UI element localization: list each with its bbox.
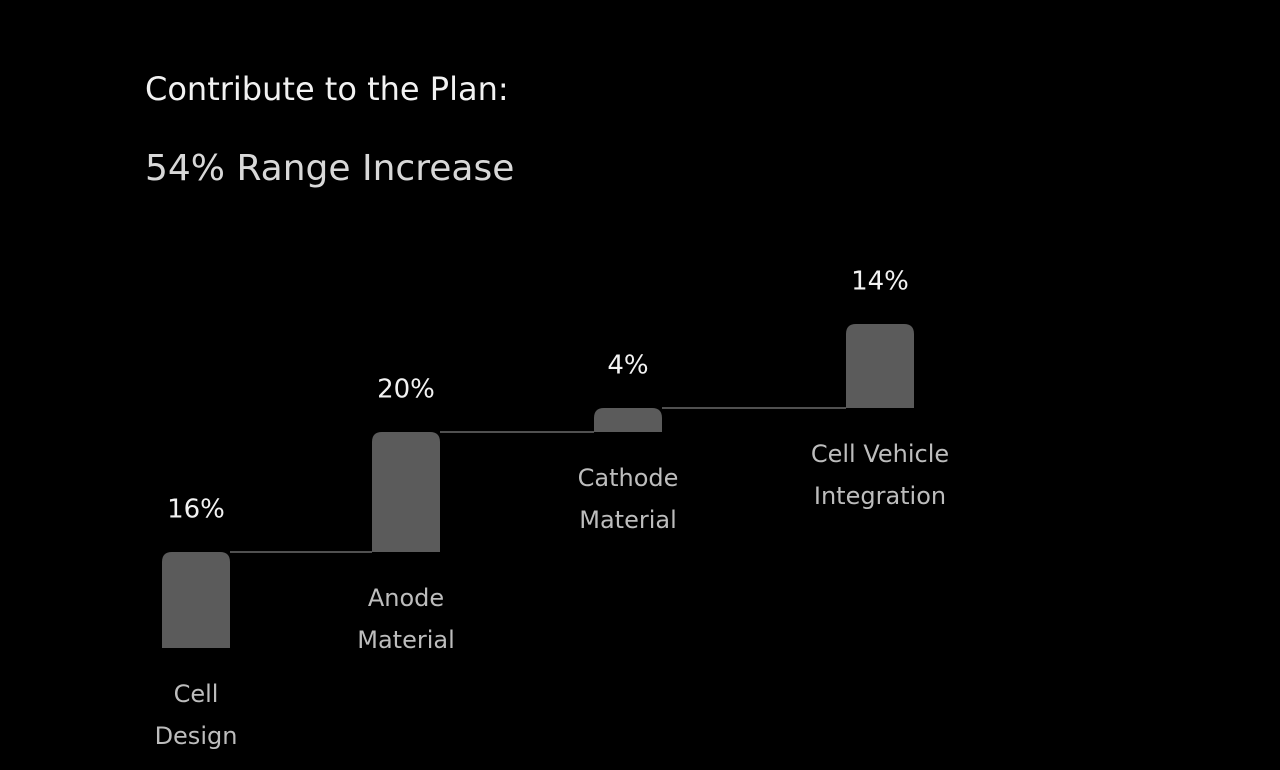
bar <box>846 324 914 408</box>
category-label: Anode <box>368 584 444 612</box>
bar <box>594 408 662 432</box>
category-label: Cathode <box>578 464 679 492</box>
value-label: 4% <box>607 351 648 381</box>
category-label: Cell Vehicle <box>811 440 949 468</box>
category-label: Cell <box>174 680 219 708</box>
value-label: 14% <box>851 267 909 297</box>
value-label: 16% <box>167 495 225 525</box>
value-label: 20% <box>377 375 435 405</box>
chart-subtitle: 54% Range Increase <box>145 148 514 189</box>
chart-title: Contribute to the Plan: <box>145 70 509 108</box>
bar <box>372 432 440 552</box>
category-label: Integration <box>814 482 946 510</box>
category-label: Design <box>155 722 238 750</box>
bar <box>162 552 230 648</box>
category-label: Material <box>579 506 677 534</box>
category-label: Material <box>357 626 455 654</box>
